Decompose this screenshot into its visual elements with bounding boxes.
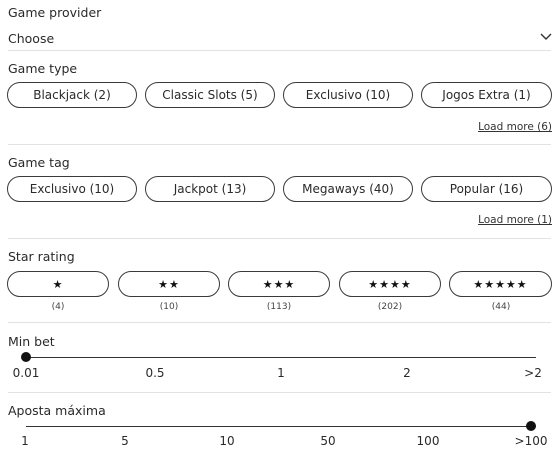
- divider: [8, 322, 551, 323]
- divider: [8, 392, 551, 393]
- max-bet-tick-label: 1: [21, 434, 29, 448]
- game-provider-select[interactable]: Choose: [8, 26, 552, 50]
- star-rating-option-1[interactable]: ★: [7, 271, 109, 297]
- game-type-option-jogos-extra[interactable]: Jogos Extra (1): [421, 82, 552, 108]
- star-rating-option-4[interactable]: ★★★★: [339, 271, 441, 297]
- game-type-option-exclusivo[interactable]: Exclusivo (10): [283, 82, 413, 108]
- game-tag-option-exclusivo[interactable]: Exclusivo (10): [7, 176, 137, 202]
- star-rating-count: (10): [159, 302, 179, 312]
- star-rating-count: (44): [491, 302, 511, 312]
- star-rating-count: (113): [266, 302, 292, 312]
- game-tag-title: Game tag: [8, 155, 70, 170]
- game-type-option-blackjack[interactable]: Blackjack (2): [7, 82, 137, 108]
- min-bet-tick-label: 1: [277, 366, 285, 380]
- divider: [8, 238, 551, 239]
- max-bet-slider-track[interactable]: [26, 426, 536, 428]
- max-bet-title: Aposta máxima: [8, 403, 106, 418]
- max-bet-slider-handle[interactable]: [526, 421, 536, 431]
- game-tag-option-popular[interactable]: Popular (16): [421, 176, 552, 202]
- game-tag-option-megaways[interactable]: Megaways (40): [283, 176, 413, 202]
- game-provider-value: Choose: [8, 31, 55, 46]
- divider: [8, 50, 551, 51]
- star-rating-option-3[interactable]: ★★★: [228, 271, 330, 297]
- divider: [8, 144, 551, 145]
- min-bet-slider-handle[interactable]: [21, 352, 31, 362]
- min-bet-tick-label: 0.01: [12, 366, 40, 380]
- star-rating-option-2[interactable]: ★★: [118, 271, 220, 297]
- game-tag-load-more-link[interactable]: Load more (1): [478, 214, 552, 226]
- game-provider-title: Game provider: [8, 5, 102, 20]
- star-rating-option-5[interactable]: ★★★★★: [449, 271, 552, 297]
- star-rating-title: Star rating: [8, 249, 75, 264]
- max-bet-tick-label: 100: [416, 434, 440, 448]
- game-tag-option-jackpot[interactable]: Jackpot (13): [145, 176, 275, 202]
- max-bet-tick-label: 5: [121, 434, 129, 448]
- max-bet-tick-label: 50: [320, 434, 336, 448]
- min-bet-title: Min bet: [8, 334, 55, 349]
- min-bet-slider-track[interactable]: [26, 357, 536, 359]
- game-type-load-more-link[interactable]: Load more (6): [478, 121, 552, 133]
- star-rating-count: (4): [51, 302, 65, 312]
- min-bet-tick-label: 2: [403, 366, 411, 380]
- max-bet-tick-label: >100: [514, 434, 548, 448]
- star-rating-count: (202): [377, 302, 403, 312]
- max-bet-tick-label: 10: [219, 434, 235, 448]
- game-type-option-classic-slots[interactable]: Classic Slots (5): [145, 82, 275, 108]
- chevron-down-icon: [540, 33, 552, 40]
- min-bet-tick-label: >2: [524, 366, 542, 380]
- game-type-title: Game type: [8, 61, 78, 76]
- min-bet-tick-label: 0.5: [145, 366, 165, 380]
